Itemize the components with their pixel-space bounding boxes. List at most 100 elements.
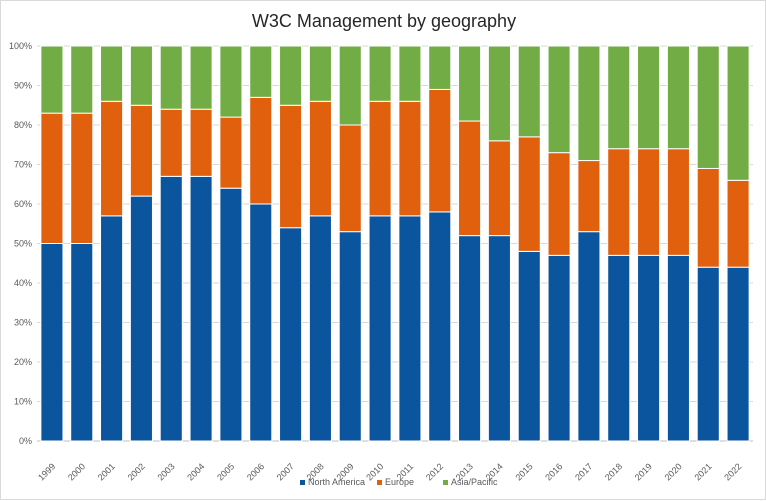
bar-segment	[428, 211, 452, 442]
bar-segment	[398, 215, 422, 442]
legend-label: North America	[308, 477, 365, 487]
bar-segment	[219, 187, 243, 442]
bar-segment	[129, 104, 153, 197]
bar-segment	[428, 45, 452, 90]
x-tick-label: 2016	[543, 461, 564, 482]
bar-segment	[368, 100, 392, 217]
bar-segment	[189, 108, 213, 177]
x-tick-label: 2022	[722, 461, 743, 482]
x-tick-label: 2005	[215, 461, 236, 482]
bar-segment	[40, 45, 64, 114]
bar-segment	[189, 175, 213, 442]
bar-segment	[308, 45, 332, 102]
x-tick-label: 2010	[364, 461, 385, 482]
bar-segment	[696, 167, 720, 268]
legend-swatch	[377, 480, 382, 485]
y-tick-label: 80%	[14, 120, 32, 130]
legend-swatch	[443, 480, 448, 485]
y-tick-label: 70%	[14, 160, 32, 170]
bar-segment	[547, 254, 571, 442]
bar-segment	[159, 108, 183, 177]
bar-segment	[368, 45, 392, 102]
bar-segment	[308, 215, 332, 442]
legend-item: Europe	[377, 477, 414, 487]
bar-segment	[726, 45, 750, 181]
bar-segment	[428, 88, 452, 213]
y-tick-label: 50%	[14, 239, 32, 249]
y-tick-label: 0%	[19, 436, 32, 446]
bar-segment	[100, 45, 124, 102]
x-tick-label: 2002	[126, 461, 147, 482]
y-axis-ticks: 0% 10% 20% 30% 40% 50% 60% 70% 80% 90% 100%	[9, 41, 32, 446]
bar-segment	[70, 243, 94, 442]
y-tick-label: 90%	[14, 81, 32, 91]
bar-segment	[607, 148, 631, 256]
bar-segment	[129, 45, 153, 106]
bar-segment	[458, 120, 482, 237]
bar-segment	[666, 148, 690, 256]
bar-segment	[517, 136, 541, 252]
bar-segment	[219, 45, 243, 118]
bar-segment	[637, 45, 661, 150]
bar-segment	[547, 152, 571, 256]
bar-segment	[338, 45, 362, 126]
legend-swatch	[300, 480, 305, 485]
bar-segment	[607, 254, 631, 442]
bar-segment	[487, 235, 511, 442]
bar-segment	[159, 175, 183, 442]
x-tick-label: 2000	[66, 461, 87, 482]
x-tick-label: 2020	[663, 461, 684, 482]
x-tick-label: 2021	[692, 461, 713, 482]
bar-segment	[368, 215, 392, 442]
x-tick-label: 2019	[633, 461, 654, 482]
chart-title: W3C Management by geography	[252, 11, 516, 31]
bar-segment	[696, 266, 720, 442]
bar-segment	[577, 160, 601, 233]
legend-item: North America	[300, 477, 365, 487]
bar-segment	[517, 45, 541, 138]
legend: North America Europe Asia/Pacific	[300, 477, 498, 487]
x-tick-label: 2003	[155, 461, 176, 482]
bar-segment	[607, 45, 631, 150]
y-tick-label: 30%	[14, 318, 32, 328]
bar-segment	[398, 100, 422, 217]
y-tick-label: 20%	[14, 357, 32, 367]
bar-segment	[249, 203, 273, 442]
bar-segment	[40, 112, 64, 245]
x-tick-label: 2006	[245, 461, 266, 482]
bar-segment	[100, 100, 124, 217]
bar-segment	[189, 45, 213, 110]
x-tick-label: 2018	[603, 461, 624, 482]
y-tick-label: 40%	[14, 278, 32, 288]
bar-segment	[487, 45, 511, 142]
bar-segment	[249, 96, 273, 205]
bar-segment	[279, 104, 303, 229]
y-tick-label: 10%	[14, 397, 32, 407]
bar-segment	[577, 231, 601, 442]
x-tick-label: 1999	[36, 461, 57, 482]
bar-segment	[577, 45, 601, 162]
bar-segment	[338, 231, 362, 442]
x-tick-label: 2015	[513, 461, 534, 482]
bar-segment	[726, 179, 750, 268]
bar-segment	[726, 266, 750, 442]
bar-segment	[219, 116, 243, 189]
bar-segment	[249, 45, 273, 98]
x-tick-label: 2007	[275, 461, 296, 482]
x-tick-label: 2017	[573, 461, 594, 482]
y-tick-label: 100%	[9, 41, 32, 51]
gridlines	[37, 45, 753, 442]
bar-segment	[70, 45, 94, 114]
bar-segment	[100, 215, 124, 442]
x-tick-label: 2012	[424, 461, 445, 482]
x-tick-label: 2004	[185, 461, 206, 482]
bar-segment	[666, 45, 690, 150]
bar-segment	[637, 254, 661, 442]
bar-segment	[159, 45, 183, 110]
bar-segment	[70, 112, 94, 245]
bar-segment	[129, 195, 153, 442]
bar-segment	[487, 140, 511, 237]
bar-segment	[40, 243, 64, 442]
